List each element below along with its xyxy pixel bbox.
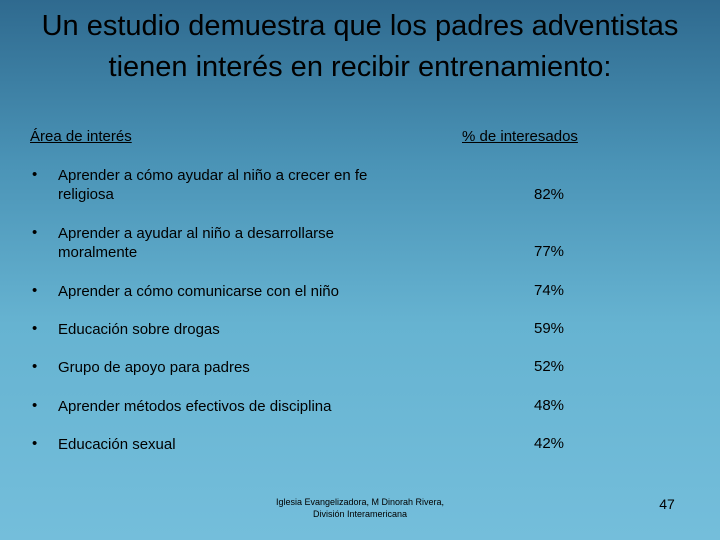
page-number: 47 bbox=[659, 496, 675, 512]
footer-credit: Iglesia Evangelizadora, M Dinorah Rivera… bbox=[275, 497, 445, 519]
slide-title: Un estudio demuestra que los padres adve… bbox=[41, 10, 679, 83]
bullet: • bbox=[32, 435, 38, 452]
bullet: • bbox=[32, 358, 38, 375]
list-item-label: Aprender a cómo comunicarse con el niño bbox=[58, 283, 339, 300]
list-item-percent: 74% bbox=[534, 282, 565, 299]
bullet: • bbox=[32, 166, 38, 183]
bullet: • bbox=[32, 320, 38, 337]
bullet: • bbox=[32, 397, 38, 414]
list-item-percent: 52% bbox=[534, 358, 565, 375]
list-item-percent: 77% bbox=[534, 243, 565, 260]
list-item-label: Aprender a cómo ayudar al niño a crecer … bbox=[58, 167, 368, 203]
list-item-label: Aprender a ayudar al niño a desarrollars… bbox=[58, 225, 334, 261]
list-item-percent: 48% bbox=[534, 397, 565, 414]
list-item-percent: 59% bbox=[534, 320, 565, 337]
list-item-label: Educación sexual bbox=[58, 436, 176, 453]
bullet: • bbox=[32, 224, 38, 241]
percent-column-header: % de interesados bbox=[462, 128, 578, 145]
area-column-header: Área de interés bbox=[30, 128, 132, 145]
list-item-label: Grupo de apoyo para padres bbox=[58, 359, 250, 376]
list-item-label: Educación sobre drogas bbox=[58, 321, 220, 338]
list-item-percent: 42% bbox=[534, 435, 565, 452]
list-item-percent: 82% bbox=[534, 186, 565, 203]
bullet: • bbox=[32, 282, 38, 299]
list-item-label: Aprender métodos efectivos de disciplina bbox=[58, 398, 332, 415]
